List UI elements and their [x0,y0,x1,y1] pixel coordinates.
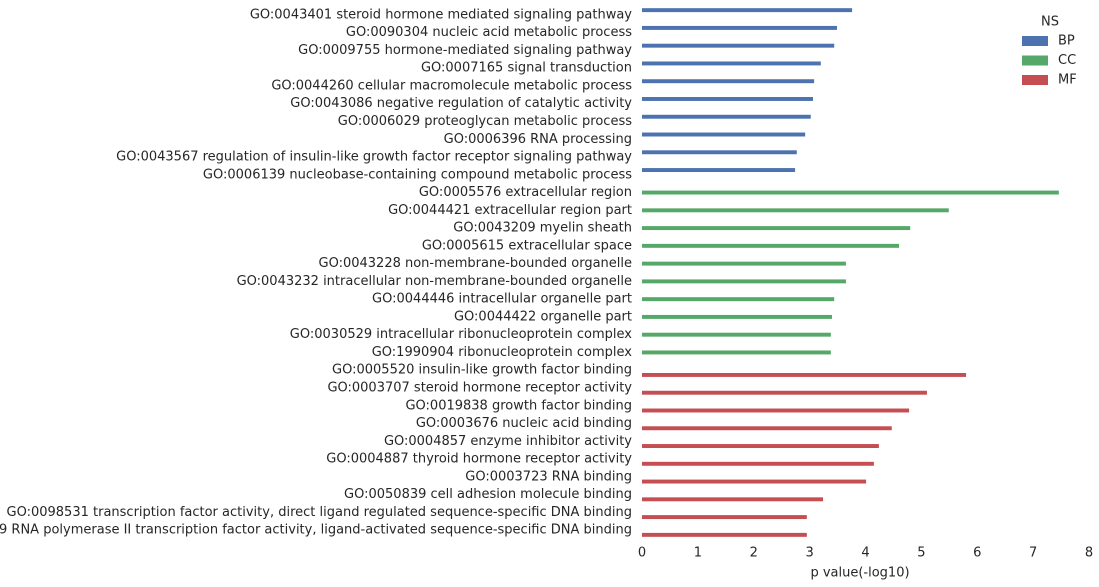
bar [642,297,835,302]
bar [642,168,796,173]
bar [642,25,838,30]
legend-title: NS [1041,15,1059,30]
bar [642,279,846,284]
y-tick-label: GO:0044422 organelle part [454,309,632,324]
legend-swatch [1022,55,1048,66]
bar [642,532,807,537]
y-tick-label: GO:0003707 steroid hormone receptor acti… [327,380,632,395]
x-tick-label: 1 [694,546,702,561]
y-tick-label: GO:0043567 regulation of insulin-like gr… [116,150,632,165]
legend-label: CC [1058,53,1076,68]
y-tick-label: GO:0043228 non-membrane-bounded organell… [319,256,633,271]
y-tick-label: GO:0004857 enzyme inhibitor activity [384,434,632,449]
bar [642,79,815,84]
y-tick-label: GO:0043401 steroid hormone mediated sign… [250,7,632,22]
y-tick-label: GO:0050839 cell adhesion molecule bindin… [344,487,632,502]
y-tick-label: GO:0005576 extracellular region [419,185,632,200]
bar [642,150,797,155]
y-tick-label: GO:0003723 RNA binding [465,469,632,484]
y-tick-label: GO:0006139 nucleobase-containing compoun… [203,167,632,182]
bar [642,372,967,377]
y-tick-label: GO:0007165 signal transduction [421,61,632,76]
x-tick-label: 6 [973,546,981,561]
bar [642,8,853,13]
legend-swatch [1022,36,1048,46]
x-tick-label: 2 [750,546,758,561]
bar [642,226,911,231]
bar [642,350,831,355]
y-tick-label: GO:0006396 RNA processing [444,132,632,147]
x-tick-label: 0 [638,546,646,561]
bar [642,243,900,248]
y-tick-label: GO:0004879 RNA polymerase II transcripti… [0,523,632,538]
bar [642,426,892,431]
bar [642,208,949,213]
x-tick-label: 7 [1029,546,1037,561]
bar [642,132,806,137]
y-tick-label: GO:0003676 nucleic acid binding [416,416,632,431]
bar [642,390,927,395]
bar [642,408,910,413]
bar [642,61,821,66]
y-tick-label: GO:1990904 ribonucleoprotein complex [372,345,633,360]
bar [642,43,835,48]
bar [642,190,1059,195]
y-tick-label: GO:0006029 proteoglycan metabolic proces… [338,114,632,129]
y-tick-label: GO:0043086 negative regulation of cataly… [290,96,632,111]
bar [642,332,831,337]
bar [642,497,824,502]
y-tick-label: GO:0043209 myelin sheath [453,221,632,236]
x-tick-label: 5 [917,546,925,561]
x-tick-label: 8 [1085,546,1093,561]
y-tick-label: GO:0044421 extracellular region part [388,203,632,218]
y-tick-label: GO:0098531 transcription factor activity… [7,505,632,520]
bar [642,479,867,484]
bar [642,515,807,520]
bar [642,461,874,466]
y-tick-label: GO:0005615 extracellular space [422,238,632,253]
legend-swatch [1022,75,1048,85]
y-tick-label: GO:0005520 insulin-like growth factor bi… [332,363,632,378]
bar [642,444,879,448]
bar [642,114,811,119]
x-tick-label: 3 [805,546,813,561]
bar [642,97,813,101]
y-tick-label: GO:0019838 growth factor binding [405,398,632,413]
y-tick-label: GO:0004887 thyroid hormone receptor acti… [326,452,632,467]
y-tick-label: GO:0009755 hormone-mediated signaling pa… [298,43,632,58]
y-tick-label: GO:0090304 nucleic acid metabolic proces… [346,25,632,40]
x-axis-label: p value(-log10) [810,566,909,581]
bar [642,261,846,266]
legend-label: BP [1058,34,1075,49]
y-tick-label: GO:0043232 intracellular non-membrane-bo… [237,274,632,289]
legend-label: MF [1058,73,1077,88]
x-tick-label: 4 [861,546,869,561]
y-tick-label: GO:0044446 intracellular organelle part [372,292,632,307]
bar [642,314,832,319]
y-tick-label: GO:0030529 intracellular ribonucleoprote… [290,327,633,342]
y-tick-label: GO:0044260 cellular macromolecule metabo… [271,78,632,93]
